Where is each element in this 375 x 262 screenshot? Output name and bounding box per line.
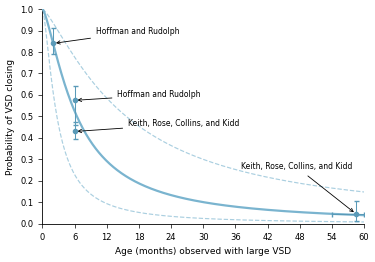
Text: Keith, Rose, Collins, and Kidd: Keith, Rose, Collins, and Kidd [241, 162, 353, 212]
X-axis label: Age (months) observed with large VSD: Age (months) observed with large VSD [115, 247, 291, 256]
Y-axis label: Probability of VSD closing: Probability of VSD closing [6, 58, 15, 174]
Text: Hoffman and Rudolph: Hoffman and Rudolph [78, 90, 201, 102]
Text: Keith, Rose, Collins, and Kidd: Keith, Rose, Collins, and Kidd [78, 119, 240, 133]
Text: Hoffman and Rudolph: Hoffman and Rudolph [57, 27, 180, 44]
